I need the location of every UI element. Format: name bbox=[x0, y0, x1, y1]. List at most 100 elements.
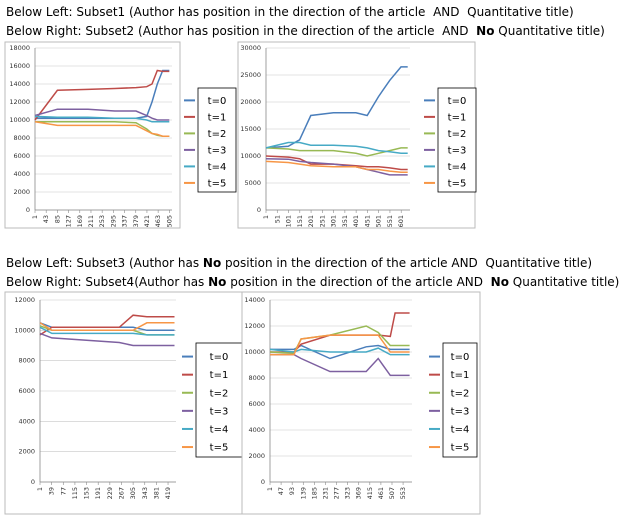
x-tick-label: 153 bbox=[83, 487, 91, 499]
series-line bbox=[34, 115, 170, 123]
caption-part: Below Left: Subset1 (Author has position… bbox=[6, 5, 574, 19]
x-tick-label: 201 bbox=[307, 215, 315, 227]
x-tick-label: 461 bbox=[377, 487, 385, 499]
caption: Below Left: Subset1 (Author has position… bbox=[6, 5, 574, 19]
x-tick-label: 231 bbox=[321, 487, 329, 499]
caption-part: No bbox=[203, 256, 221, 270]
x-tick-label: 229 bbox=[106, 487, 114, 499]
legend-label: t=5 bbox=[448, 178, 467, 189]
x-tick-label: 101 bbox=[285, 215, 293, 227]
x-tick-label: 93 bbox=[288, 487, 296, 495]
series-line bbox=[39, 332, 175, 347]
y-tick-label: 6000 bbox=[18, 387, 35, 395]
legend-label: t=1 bbox=[208, 112, 227, 123]
x-tick-label: 295 bbox=[109, 215, 117, 227]
x-tick-label: 343 bbox=[141, 487, 149, 499]
chart-frame bbox=[241, 291, 481, 515]
x-tick-label: 1 bbox=[262, 215, 270, 219]
series-line bbox=[34, 69, 170, 121]
legend-box bbox=[197, 87, 237, 193]
legend-label: t=0 bbox=[451, 352, 470, 363]
x-tick-label: 277 bbox=[333, 487, 341, 499]
series-line bbox=[265, 141, 408, 155]
x-tick-label: 337 bbox=[121, 215, 129, 227]
legend-label: t=3 bbox=[208, 145, 227, 156]
caption: Below Right: Subset4(Author has No posit… bbox=[6, 275, 619, 289]
x-tick-label: 185 bbox=[310, 487, 318, 499]
series-line bbox=[265, 147, 408, 157]
legend-label: t=3 bbox=[210, 406, 229, 417]
x-tick-label: 251 bbox=[318, 215, 326, 227]
legend-label: t=4 bbox=[448, 162, 467, 173]
x-tick-label: 1 bbox=[31, 215, 39, 219]
x-tick-label: 419 bbox=[164, 487, 172, 499]
x-tick-label: 127 bbox=[65, 215, 73, 227]
x-tick-label: 115 bbox=[71, 487, 79, 499]
y-tick-label: 2000 bbox=[18, 448, 35, 456]
legend-label: t=2 bbox=[451, 388, 470, 399]
caption-part: Below Left: Subset3 (Author has bbox=[6, 256, 203, 270]
y-tick-label: 2000 bbox=[248, 452, 265, 460]
x-tick-label: 77 bbox=[59, 487, 67, 495]
caption-part: No bbox=[208, 275, 226, 289]
y-tick-label: 5000 bbox=[244, 179, 261, 187]
x-tick-label: 351 bbox=[341, 215, 349, 227]
x-tick-label: 601 bbox=[397, 215, 405, 227]
x-tick-label: 211 bbox=[87, 215, 95, 227]
y-tick-label: 12000 bbox=[14, 296, 35, 304]
x-tick-label: 47 bbox=[277, 487, 285, 495]
x-tick-label: 369 bbox=[355, 487, 363, 499]
y-tick-label: 4000 bbox=[13, 170, 30, 178]
caption-part: position in the direction of the article… bbox=[221, 256, 592, 270]
series-line bbox=[270, 353, 410, 377]
y-tick-label: 8000 bbox=[13, 134, 30, 142]
caption-part: Below Right: Subset2 (Author has positio… bbox=[6, 24, 476, 38]
y-tick-label: 18000 bbox=[9, 44, 30, 52]
x-tick-label: 505 bbox=[165, 215, 173, 227]
y-tick-label: 10000 bbox=[9, 116, 30, 124]
y-tick-label: 10000 bbox=[14, 326, 35, 334]
legend-label: t=0 bbox=[208, 96, 227, 107]
x-tick-label: 451 bbox=[363, 215, 371, 227]
y-tick-label: 4000 bbox=[248, 426, 265, 434]
y-tick-label: 8000 bbox=[248, 374, 265, 382]
legend-box bbox=[195, 342, 243, 458]
x-tick-label: 43 bbox=[42, 215, 50, 223]
y-tick-label: 30000 bbox=[240, 44, 261, 52]
x-tick-label: 169 bbox=[76, 215, 84, 227]
x-tick-label: 379 bbox=[132, 215, 140, 227]
legend-label: t=0 bbox=[448, 96, 467, 107]
y-tick-label: 12000 bbox=[244, 322, 265, 330]
legend-box bbox=[437, 87, 477, 193]
legend-label: t=4 bbox=[451, 424, 470, 435]
legend-label: t=3 bbox=[448, 145, 467, 156]
legend-label: t=1 bbox=[448, 112, 467, 123]
y-tick-label: 20000 bbox=[240, 98, 261, 106]
caption-part: No bbox=[491, 275, 509, 289]
x-tick-label: 51 bbox=[273, 215, 281, 223]
y-tick-label: 0 bbox=[257, 206, 261, 214]
x-tick-label: 305 bbox=[129, 487, 137, 499]
y-tick-label: 6000 bbox=[13, 152, 30, 160]
series-line bbox=[39, 326, 175, 336]
y-tick-label: 0 bbox=[26, 206, 30, 214]
y-tick-label: 15000 bbox=[240, 125, 261, 133]
y-tick-label: 0 bbox=[261, 478, 265, 486]
series-line bbox=[265, 155, 408, 171]
series-line bbox=[35, 69, 170, 119]
x-tick-label: 253 bbox=[98, 215, 106, 227]
x-tick-label: 323 bbox=[344, 487, 352, 499]
legend-label: t=2 bbox=[208, 129, 227, 140]
x-tick-label: 415 bbox=[366, 487, 374, 499]
y-tick-label: 2000 bbox=[13, 188, 30, 196]
y-tick-label: 10000 bbox=[240, 152, 261, 160]
legend-label: t=4 bbox=[208, 162, 227, 173]
x-tick-label: 381 bbox=[152, 487, 160, 499]
series-line bbox=[39, 322, 175, 332]
x-tick-label: 553 bbox=[399, 487, 407, 499]
caption-part: Below Right: Subset4(Author has bbox=[6, 275, 208, 289]
x-tick-label: 151 bbox=[296, 215, 304, 227]
legend-label: t=4 bbox=[210, 424, 229, 435]
x-tick-label: 401 bbox=[352, 215, 360, 227]
